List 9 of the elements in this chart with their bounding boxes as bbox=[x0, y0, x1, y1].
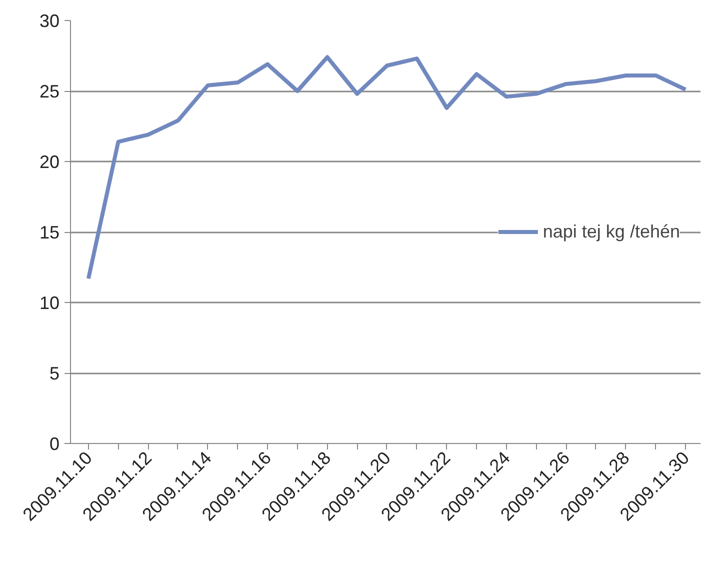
legend-label: napi tej kg /tehén bbox=[542, 221, 680, 242]
line-series bbox=[86, 55, 688, 281]
y-tick-label: 10 bbox=[39, 293, 60, 313]
y-tick-label: 0 bbox=[49, 434, 60, 454]
y-tick-label: 30 bbox=[39, 11, 60, 31]
y-tick-label: 25 bbox=[39, 82, 60, 102]
y-tick-label: 20 bbox=[39, 152, 60, 172]
y-tick-label: 15 bbox=[39, 222, 60, 242]
y-tick-label: 5 bbox=[49, 364, 60, 384]
